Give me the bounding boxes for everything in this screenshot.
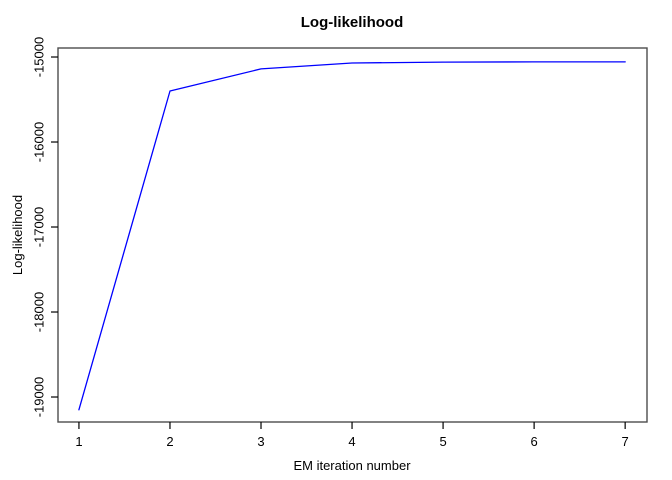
x-tick-label: 7 — [622, 434, 629, 449]
x-tick-label: 6 — [530, 434, 537, 449]
y-tick-label: -17000 — [31, 207, 46, 247]
plot-area: 1 2 3 4 5 6 7 -19000 -18000 -17000 -16000 -15000 — [31, 37, 648, 449]
y-tick-label: -15000 — [31, 37, 46, 77]
x-tick-label: 2 — [166, 434, 173, 449]
x-axis-label: EM iteration number — [293, 458, 411, 473]
y-tick-label: -19000 — [31, 377, 46, 417]
plot-box — [57, 47, 648, 423]
data-line — [78, 61, 626, 411]
x-tick-label: 5 — [439, 434, 446, 449]
x-tick-label: 3 — [257, 434, 264, 449]
y-tick-label: -16000 — [31, 122, 46, 162]
y-tick-label: -18000 — [31, 292, 46, 332]
x-tick-label: 1 — [75, 434, 82, 449]
x-tick-label: 4 — [348, 434, 355, 449]
chart-title: Log-likelihood — [301, 14, 404, 31]
y-axis-label: Log-likelihood — [10, 195, 25, 275]
